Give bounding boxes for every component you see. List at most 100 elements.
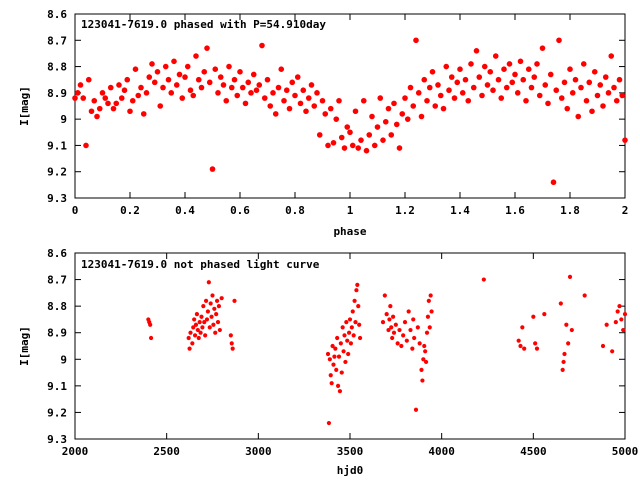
data-point [454,79,461,86]
x-axis-label: phase [333,225,366,238]
data-point [622,312,628,317]
data-point [380,319,386,325]
data-point [151,79,158,86]
data-point [586,79,593,86]
data-point [179,95,186,101]
data-point [358,137,364,143]
data-point [191,325,196,330]
data-point [186,335,191,341]
data-point [283,87,290,94]
data-point [468,61,474,67]
data-point [428,293,433,298]
data-points [146,274,628,426]
data-point [176,71,183,78]
data-point [566,341,571,346]
data-point [140,111,147,117]
data-point [195,327,200,333]
data-point [187,346,192,351]
data-point [281,97,287,104]
data-point [344,319,349,325]
data-point [325,351,331,357]
data-point [390,335,395,341]
data-point [564,105,571,112]
data-point [203,333,208,338]
data-point [229,341,234,346]
data-point [294,74,301,80]
data-point [116,82,122,88]
data-point [74,90,81,96]
data-point [390,314,396,319]
data-point [402,319,408,325]
data-point [397,327,402,333]
data-point [380,137,386,143]
data-point [342,333,347,338]
data-point [350,309,355,314]
data-point [384,312,389,317]
data-point [589,108,595,115]
data-point [391,100,397,107]
x-tick-label: 1.2 [395,204,415,217]
data-point [143,90,150,96]
data-point [250,71,257,78]
data-point [432,103,439,109]
y-axis-label: I[mag] [18,326,31,366]
data-point [560,367,565,373]
data-point [578,84,584,91]
data-point [215,319,221,325]
data-point [228,84,235,91]
data-point [443,63,450,70]
data-point [347,129,353,136]
data-point [389,325,394,330]
data-point [256,82,263,88]
data-point [426,84,433,91]
data-point [583,97,590,104]
data-point [209,166,216,172]
data-point [495,76,502,83]
data-point [462,76,469,83]
data-point [267,103,274,109]
data-point [423,359,429,365]
data-point [322,111,329,117]
data-point [99,90,106,96]
data-point [334,367,339,373]
data-point [440,105,447,112]
data-point [314,90,320,96]
data-point [330,343,335,349]
data-point [319,97,326,104]
data-point [470,84,477,91]
data-point [88,108,95,115]
data-point [242,100,249,107]
data-point [484,82,491,88]
data-point [199,314,204,319]
data-point [572,76,579,83]
data-point [391,330,397,335]
data-point [237,69,243,75]
data-point [420,378,425,383]
data-point [602,74,609,80]
data-point [410,346,415,351]
data-point [613,319,618,325]
data-point [154,69,161,75]
data-point [558,301,563,306]
data-point [525,66,532,72]
data-point [366,132,373,138]
data-point [337,389,343,394]
data-point [506,61,513,67]
data-point [96,105,103,112]
data-point [422,343,427,349]
data-point [404,116,411,122]
data-point [382,118,389,125]
data-point [219,296,224,301]
data-point [72,95,78,101]
data-point [401,333,406,338]
data-point [346,330,352,335]
data-point [107,84,114,91]
data-point [217,327,222,333]
data-point [408,327,413,333]
data-point [619,317,624,322]
data-point [328,373,333,378]
data-point [316,132,323,138]
data-point [569,327,574,333]
data-point [619,92,626,99]
data-point [335,383,341,388]
